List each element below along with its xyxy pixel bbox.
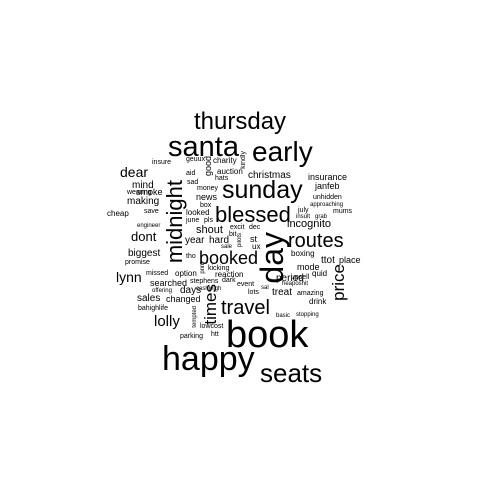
word-pls: pls bbox=[204, 217, 213, 224]
word-parking: parking bbox=[180, 333, 203, 340]
word-changed: changed bbox=[166, 294, 201, 304]
word-dear: dear bbox=[120, 164, 149, 180]
word-smoke: smoke bbox=[136, 187, 163, 197]
word-event: event bbox=[237, 281, 255, 288]
word-happy: happy bbox=[162, 340, 255, 378]
word-bahighlife: bahighlife bbox=[138, 305, 168, 312]
word-incognito: incognito bbox=[287, 218, 332, 230]
word-pilots: pilots bbox=[237, 233, 243, 248]
word-st: st bbox=[250, 234, 258, 244]
word-place: place bbox=[339, 255, 361, 265]
word-promise: promise bbox=[125, 259, 150, 266]
word-htt: htt bbox=[211, 331, 219, 338]
word-making: making bbox=[127, 196, 160, 207]
word-drink: drink bbox=[309, 297, 327, 306]
word-cheap: cheap bbox=[107, 209, 129, 218]
word-insult: insult bbox=[296, 214, 311, 220]
word-lowcost: lowcost bbox=[200, 323, 224, 330]
word-sad: sad bbox=[187, 179, 199, 186]
word-cashleigh: cashleigh bbox=[196, 286, 222, 292]
word-amazing: amazing bbox=[297, 290, 324, 297]
word-money: money bbox=[197, 185, 219, 192]
word-christmas: christmas bbox=[248, 170, 291, 181]
word-hats: hats bbox=[215, 175, 229, 182]
word-save: save bbox=[144, 208, 159, 215]
word-booked: booked bbox=[199, 248, 259, 268]
word-quid: quid bbox=[312, 269, 328, 278]
word-insurance: insurance bbox=[308, 172, 348, 182]
word-routes: routes bbox=[288, 230, 344, 252]
word-stopping: stopping bbox=[296, 312, 319, 318]
word-period: period bbox=[276, 273, 304, 284]
word-heaposhit: heaposhit bbox=[282, 281, 309, 287]
word-year: year bbox=[185, 235, 205, 246]
word-early: early bbox=[252, 136, 313, 167]
word-biggest: biggest bbox=[128, 248, 161, 259]
word-searched: searched bbox=[150, 278, 188, 288]
word-offering: offering bbox=[152, 288, 172, 294]
word-approaching: approaching bbox=[310, 202, 344, 208]
word-news: news bbox=[196, 192, 218, 202]
word-insure: insure bbox=[152, 159, 172, 166]
word-mums: mums bbox=[333, 208, 353, 215]
word-option: option bbox=[175, 269, 197, 278]
word-box: box bbox=[200, 202, 212, 209]
word-tho: tho bbox=[186, 253, 196, 260]
word-mind: mind bbox=[132, 180, 154, 191]
word-sale: sale bbox=[221, 244, 233, 250]
word-wearing: wearing bbox=[127, 189, 152, 196]
word-charity: charity bbox=[213, 156, 237, 165]
word-kicking: kicking bbox=[208, 265, 230, 272]
word-treat: treat bbox=[272, 287, 293, 298]
word-june: june bbox=[186, 217, 200, 224]
word-travel: travel bbox=[221, 297, 270, 319]
word-geuux: geuux bbox=[186, 156, 206, 163]
word-engineer: engineer bbox=[137, 223, 161, 229]
word-auction: auction bbox=[217, 167, 243, 176]
word-dec: dec bbox=[249, 224, 261, 231]
word-bit: bit bbox=[229, 231, 237, 238]
word-santa: santa bbox=[168, 131, 239, 163]
word-boxing: boxing bbox=[291, 249, 315, 258]
word-sales: sales bbox=[137, 293, 161, 304]
word-basic: basic bbox=[276, 313, 291, 319]
word-unhidden: unhidden bbox=[313, 194, 342, 201]
word-thursday: thursday bbox=[194, 108, 287, 135]
word-good: good bbox=[203, 156, 213, 177]
word-print: print bbox=[200, 262, 206, 274]
word-book: book bbox=[226, 314, 309, 356]
word-ttot: ttot bbox=[321, 255, 335, 266]
word-reaction: reaction bbox=[215, 270, 244, 279]
word-lolly: lolly bbox=[154, 313, 180, 330]
word-mode: mode bbox=[297, 262, 320, 272]
word-sal: sal bbox=[261, 285, 269, 291]
word-midnight: midnight bbox=[162, 180, 187, 264]
word-dark: dark bbox=[222, 277, 236, 284]
word-blessed: blessed bbox=[215, 202, 291, 227]
word-hard: hard bbox=[209, 235, 230, 246]
word-missed: missed bbox=[146, 270, 169, 277]
word-janfeb: janfeb bbox=[315, 181, 340, 191]
word-aid: aid bbox=[186, 170, 196, 177]
word-dont: dont bbox=[131, 229, 157, 244]
word-upsell: upsell bbox=[291, 274, 310, 281]
word-excit: excit bbox=[230, 224, 245, 231]
word-seats: seats bbox=[260, 358, 323, 388]
word-grab: grab bbox=[315, 214, 328, 220]
word-tempted: tempted bbox=[192, 306, 198, 328]
word-days: days bbox=[180, 285, 202, 296]
word-sunday: sunday bbox=[222, 176, 303, 204]
word-ux: ux bbox=[252, 242, 261, 251]
word-price: price bbox=[329, 264, 348, 301]
word-july: july bbox=[298, 207, 309, 214]
word-shout: shout bbox=[196, 224, 223, 236]
word-lynn: lynn bbox=[116, 269, 142, 285]
word-lots: lots bbox=[248, 289, 259, 296]
word-stephens: stephens bbox=[190, 278, 219, 285]
word-looked: looked bbox=[186, 208, 210, 217]
